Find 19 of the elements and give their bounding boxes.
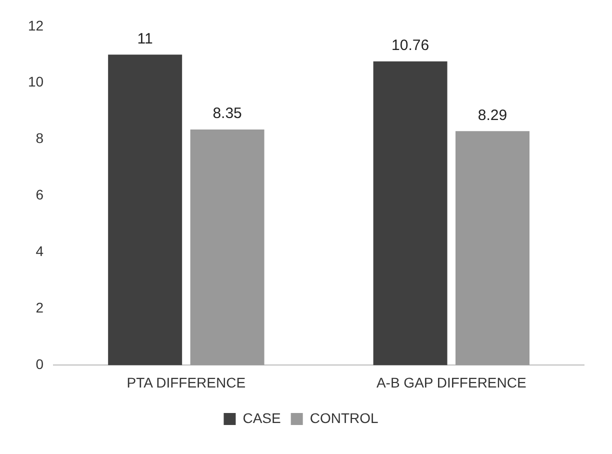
data-label: 10.76 bbox=[392, 37, 430, 54]
y-tick-label: 2 bbox=[36, 300, 44, 316]
data-label: 8.29 bbox=[478, 106, 508, 124]
y-tick-label: 6 bbox=[36, 186, 44, 203]
y-tick-label: 10 bbox=[28, 74, 44, 90]
data-label: 8.35 bbox=[212, 105, 242, 122]
data-label: 11 bbox=[137, 30, 153, 48]
y-tick-label: 8 bbox=[36, 130, 44, 146]
y-tick-label: 12 bbox=[28, 17, 44, 34]
x-tick-label: A-B GAP DIFFERENCE bbox=[376, 374, 526, 390]
y-tick-label: 4 bbox=[36, 243, 44, 260]
legend-label: CASE bbox=[242, 410, 281, 426]
y-tick-label: 0 bbox=[36, 356, 44, 372]
x-tick-label: PTA DIFFERENCE bbox=[126, 374, 246, 390]
bar bbox=[373, 61, 448, 366]
bar bbox=[108, 54, 182, 366]
legend-label: CONTROL bbox=[310, 410, 378, 426]
bar bbox=[190, 129, 264, 366]
bar bbox=[456, 131, 530, 366]
